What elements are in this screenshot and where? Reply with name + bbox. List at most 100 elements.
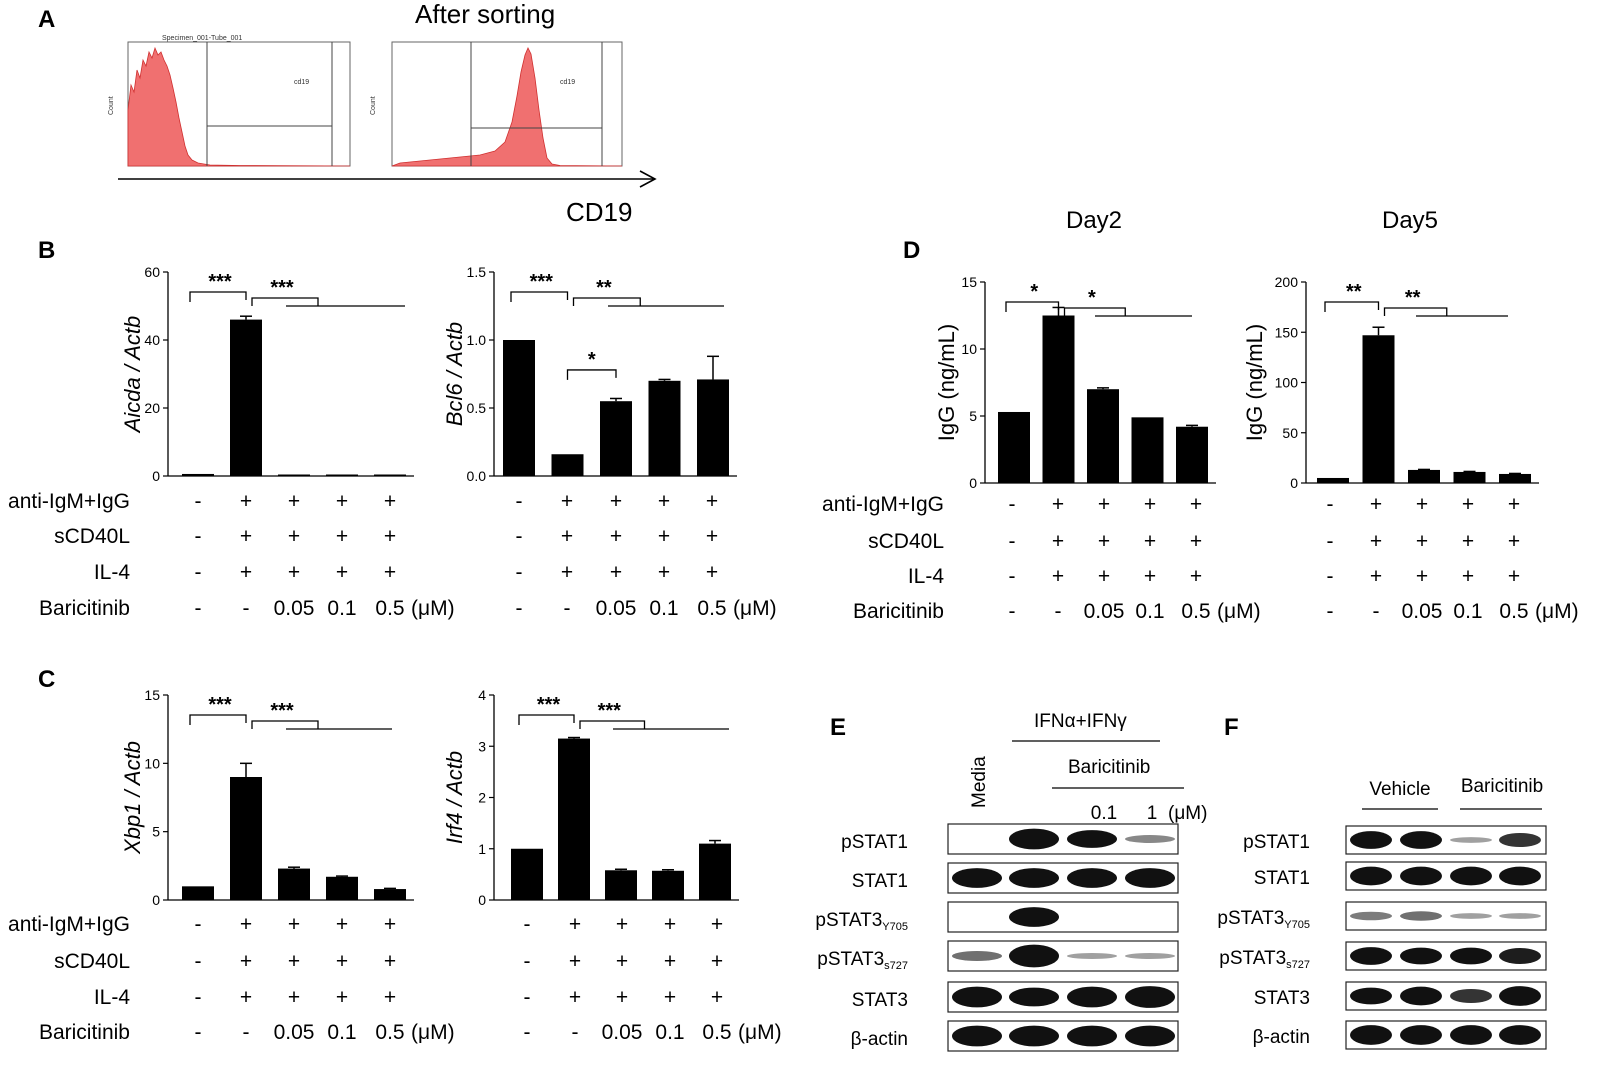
blot-band (1350, 866, 1392, 886)
y-tick-label: 5 (152, 824, 160, 840)
bar (1042, 315, 1075, 483)
blot-row-label: STAT3 (1254, 988, 1310, 1009)
blot-band (1350, 911, 1392, 921)
blot-e-drug-label: Baricitinib (1068, 757, 1150, 778)
blot-band (1067, 986, 1117, 1008)
day5-title: Day5 (1382, 207, 1438, 234)
blot-row-label: β-actin (851, 1029, 908, 1050)
condition-value: + (664, 950, 676, 973)
sig-bracket (189, 714, 247, 725)
histogram-1-title: Specimen_001-Tube_001 (162, 35, 242, 42)
condition-value: + (1416, 493, 1428, 516)
sig-bracket (1324, 301, 1380, 312)
blot-e-dose-unit: (μM) (1168, 803, 1207, 824)
condition-value: - (1373, 600, 1380, 623)
y-axis-label: IgG (ng/mL) (934, 324, 959, 441)
blot-band (1009, 907, 1059, 927)
blot-row-label: STAT3 (852, 990, 908, 1011)
condition-label: anti-IgM+IgG (822, 493, 944, 516)
y-tick-label: 0 (969, 475, 977, 491)
dose-unit: (μM) (411, 1021, 455, 1044)
condition-value: + (561, 525, 573, 548)
condition-value: + (288, 525, 300, 548)
condition-value: 0.5 (375, 597, 404, 620)
blot-band (1350, 987, 1392, 1005)
y-tick-label: 0 (152, 468, 160, 484)
bar (1131, 417, 1164, 483)
y-axis-label: IgG (ng/mL) (1242, 324, 1267, 441)
condition-value: 0.5 (702, 1021, 731, 1044)
condition-value: 0.5 (1181, 600, 1210, 623)
condition-value: - (516, 525, 523, 548)
condition-value: - (195, 525, 202, 548)
bar (230, 777, 262, 900)
bar (374, 889, 406, 900)
condition-value: 0.05 (1402, 600, 1443, 623)
histogram-2-gate-label: cd19 (560, 79, 575, 86)
condition-value: + (1098, 530, 1110, 553)
flow-histogram-1: Specimen_001-Tube_001 cd19 Count (108, 35, 351, 167)
cd19-axis-label: CD19 (566, 197, 632, 227)
bar (1362, 335, 1395, 483)
y-tick-label: 5 (969, 408, 977, 424)
condition-value: 0.5 (1499, 600, 1528, 623)
blot-band (1350, 831, 1392, 849)
condition-value: - (1327, 493, 1334, 516)
blot-row-subscript: Y705 (882, 921, 908, 933)
y-tick-label: 0.0 (467, 468, 487, 484)
condition-value: + (384, 490, 396, 513)
dose-unit: (μM) (1217, 600, 1261, 623)
blot-f-group-label: Vehicle (1369, 779, 1430, 800)
condition-label: anti-IgM+IgG (8, 490, 130, 513)
panel-label-c: C (38, 666, 55, 693)
blot-row-label: STAT1 (852, 871, 908, 892)
condition-label: IL-4 (94, 986, 131, 1009)
bar (699, 843, 731, 900)
y-tick-label: 15 (961, 274, 977, 290)
condition-label: sCD40L (54, 525, 130, 548)
sig-stars: *** (598, 700, 622, 722)
blot-band (952, 951, 1002, 961)
bar (998, 411, 1030, 483)
condition-value: - (516, 597, 523, 620)
blot-e-media-label: Media (969, 756, 990, 808)
histogram-1-gate-label: cd19 (294, 79, 309, 86)
blot-band (1125, 868, 1175, 888)
condition-label: IL-4 (94, 561, 131, 584)
condition-value: + (569, 913, 581, 936)
condition-value: + (616, 913, 628, 936)
blot-band (1450, 988, 1492, 1004)
bar (326, 474, 358, 476)
blot-band (1400, 911, 1442, 921)
y-tick-label: 100 (1275, 375, 1299, 391)
condition-value: + (1370, 530, 1382, 553)
condition-value: + (1508, 530, 1520, 553)
blot-row-label: STAT1 (1254, 868, 1310, 889)
chart-b1: 0 20 40 60 Aicda / Actb *** *** (120, 264, 414, 484)
bar (648, 380, 681, 476)
condition-value: + (336, 950, 348, 973)
blot-band (1009, 1025, 1059, 1047)
histogram-1-distribution (127, 46, 351, 167)
western-blot-e: pSTAT1 STAT1 pSTAT3Y705 pSTAT3s727 STAT3 β-ac… (815, 711, 1207, 1052)
panel-label-f: F (1224, 714, 1239, 741)
dose-unit: (μM) (411, 597, 455, 620)
blot-f-group-label: Baricitinib (1461, 776, 1543, 797)
condition-value: + (1052, 565, 1064, 588)
blot-band (1499, 948, 1541, 964)
condition-value: + (384, 950, 396, 973)
y-tick-label: 50 (1282, 425, 1298, 441)
condition-value: 0.05 (274, 597, 315, 620)
blot-band (1009, 828, 1059, 850)
sig-stars: *** (537, 694, 561, 716)
bar (230, 319, 262, 476)
blot-band (1400, 866, 1442, 886)
blot-band (1400, 1025, 1442, 1045)
condition-value: - (1009, 600, 1016, 623)
blot-band (1499, 913, 1541, 919)
panel-label-a: A (38, 6, 55, 33)
condition-value: 0.05 (602, 1021, 643, 1044)
condition-value: + (384, 913, 396, 936)
dose-unit: (μM) (1535, 600, 1579, 623)
blot-band (1067, 830, 1117, 848)
